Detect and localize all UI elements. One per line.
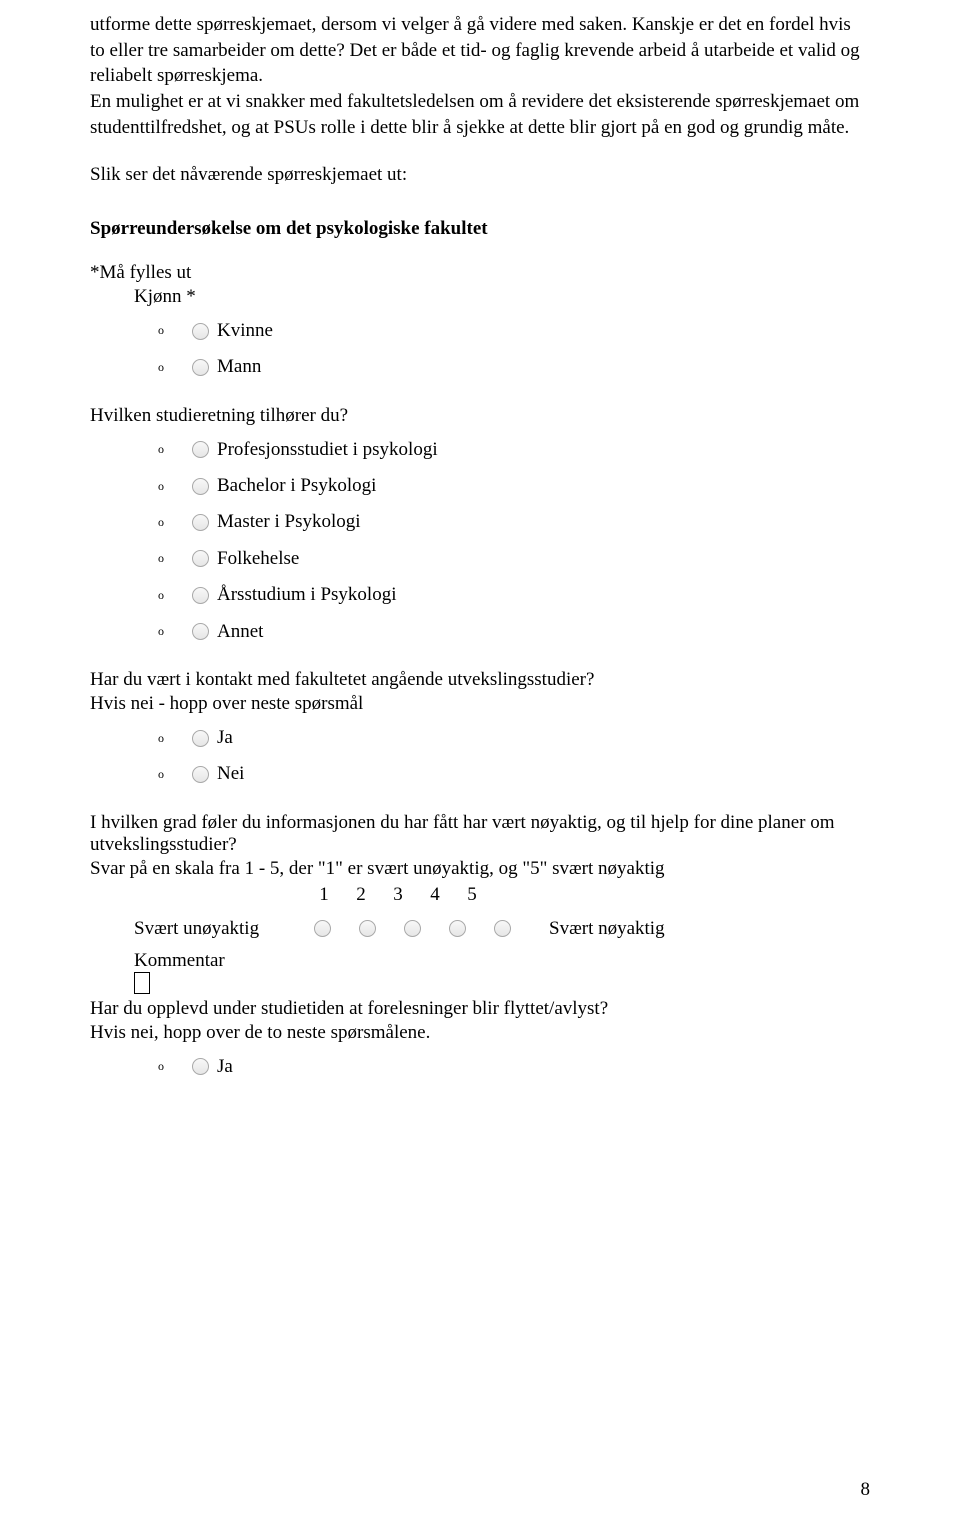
radio-icon[interactable] bbox=[192, 587, 209, 604]
option-bach[interactable]: o Bachelor i Psykologi bbox=[158, 471, 870, 501]
survey-title: Spørreundersøkelse om det psykologiske f… bbox=[90, 218, 870, 240]
scale-num: 5 bbox=[465, 884, 479, 906]
scale-num: 2 bbox=[354, 884, 368, 906]
comment-block: Kommentar bbox=[134, 950, 870, 994]
scale-left-label: Svært unøyaktig bbox=[134, 918, 304, 940]
radio-icon[interactable] bbox=[192, 730, 209, 747]
list-bullet: o bbox=[158, 765, 180, 784]
radio-icon[interactable] bbox=[359, 920, 376, 937]
list-bullet: o bbox=[158, 513, 180, 532]
option-label: Mann bbox=[217, 352, 261, 382]
list-bullet: o bbox=[158, 586, 180, 605]
question-lectures-sub: Hvis nei, hopp over de to neste spørsmål… bbox=[90, 1022, 870, 1044]
option-year[interactable]: o Årsstudium i Psykologi bbox=[158, 580, 870, 610]
scale-right-label: Svært nøyaktig bbox=[549, 918, 665, 940]
list-bullet: o bbox=[158, 622, 180, 641]
option-label: Nei bbox=[217, 759, 244, 789]
option-label: Ja bbox=[217, 723, 233, 753]
study-options: o Profesjonsstudiet i psykologi o Bachel… bbox=[90, 435, 870, 647]
list-bullet: o bbox=[158, 729, 180, 748]
radio-icon[interactable] bbox=[192, 359, 209, 376]
option-label: Ja bbox=[217, 1052, 233, 1082]
option-folk[interactable]: o Folkehelse bbox=[158, 544, 870, 574]
option-yes-2[interactable]: o Ja bbox=[158, 1052, 870, 1082]
option-label: Kvinne bbox=[217, 316, 273, 346]
scale-num: 4 bbox=[428, 884, 442, 906]
scale-num: 3 bbox=[391, 884, 405, 906]
comment-box[interactable] bbox=[134, 972, 150, 994]
scale-num: 1 bbox=[317, 884, 331, 906]
list-bullet: o bbox=[158, 358, 180, 377]
list-bullet: o bbox=[158, 321, 180, 340]
option-no[interactable]: o Nei bbox=[158, 759, 870, 789]
radio-icon[interactable] bbox=[192, 766, 209, 783]
required-label: *Må fylles ut bbox=[90, 262, 870, 284]
radio-icon[interactable] bbox=[192, 441, 209, 458]
radio-icon[interactable] bbox=[192, 323, 209, 340]
current-form-label: Slik ser det nåværende spørreskjemaet ut… bbox=[90, 162, 870, 188]
radio-icon[interactable] bbox=[314, 920, 331, 937]
option-label: Folkehelse bbox=[217, 544, 299, 574]
option-label: Bachelor i Psykologi bbox=[217, 471, 376, 501]
lecture-options: o Ja bbox=[90, 1052, 870, 1082]
question-contact-sub: Hvis nei - hopp over neste spørsmål bbox=[90, 693, 870, 715]
radio-icon[interactable] bbox=[192, 550, 209, 567]
option-male[interactable]: o Mann bbox=[158, 352, 870, 382]
intro-text-2: En mulighet er at vi snakker med fakulte… bbox=[90, 91, 859, 138]
option-master[interactable]: o Master i Psykologi bbox=[158, 507, 870, 537]
option-yes[interactable]: o Ja bbox=[158, 723, 870, 753]
question-lectures: Har du opplevd under studietiden at fore… bbox=[90, 998, 870, 1020]
comment-label: Kommentar bbox=[134, 950, 870, 972]
list-bullet: o bbox=[158, 440, 180, 459]
contact-options: o Ja o Nei bbox=[90, 723, 870, 790]
gender-options: o Kvinne o Mann bbox=[90, 316, 870, 383]
radio-icon[interactable] bbox=[192, 478, 209, 495]
question-study: Hvilken studieretning tilhører du? bbox=[90, 405, 870, 427]
intro-paragraph: utforme dette spørreskjemaet, dersom vi … bbox=[90, 12, 870, 140]
list-bullet: o bbox=[158, 1057, 180, 1076]
radio-icon[interactable] bbox=[192, 1058, 209, 1075]
option-other[interactable]: o Annet bbox=[158, 617, 870, 647]
intro-text-1: utforme dette spørreskjemaet, dersom vi … bbox=[90, 14, 860, 86]
radio-icon[interactable] bbox=[192, 623, 209, 640]
option-label: Årsstudium i Psykologi bbox=[217, 580, 396, 610]
list-bullet: o bbox=[158, 477, 180, 496]
question-accuracy-sub: Svar på en skala fra 1 - 5, der "1" er s… bbox=[90, 858, 870, 880]
scale-block: 1 2 3 4 5 Svært unøyaktig Svært nøyaktig bbox=[134, 884, 870, 940]
option-label: Profesjonsstudiet i psykologi bbox=[217, 435, 438, 465]
option-label: Master i Psykologi bbox=[217, 507, 361, 537]
scale-radios bbox=[314, 920, 519, 937]
page-number: 8 bbox=[861, 1479, 871, 1501]
option-female[interactable]: o Kvinne bbox=[158, 316, 870, 346]
radio-icon[interactable] bbox=[449, 920, 466, 937]
scale-numbers: 1 2 3 4 5 bbox=[317, 884, 870, 906]
question-gender: Kjønn * bbox=[134, 286, 870, 308]
question-contact: Har du vært i kontakt med fakultetet ang… bbox=[90, 669, 870, 691]
question-accuracy: I hvilken grad føler du informasjonen du… bbox=[90, 812, 870, 856]
option-prof[interactable]: o Profesjonsstudiet i psykologi bbox=[158, 435, 870, 465]
radio-icon[interactable] bbox=[192, 514, 209, 531]
list-bullet: o bbox=[158, 549, 180, 568]
option-label: Annet bbox=[217, 617, 263, 647]
radio-icon[interactable] bbox=[404, 920, 421, 937]
radio-icon[interactable] bbox=[494, 920, 511, 937]
